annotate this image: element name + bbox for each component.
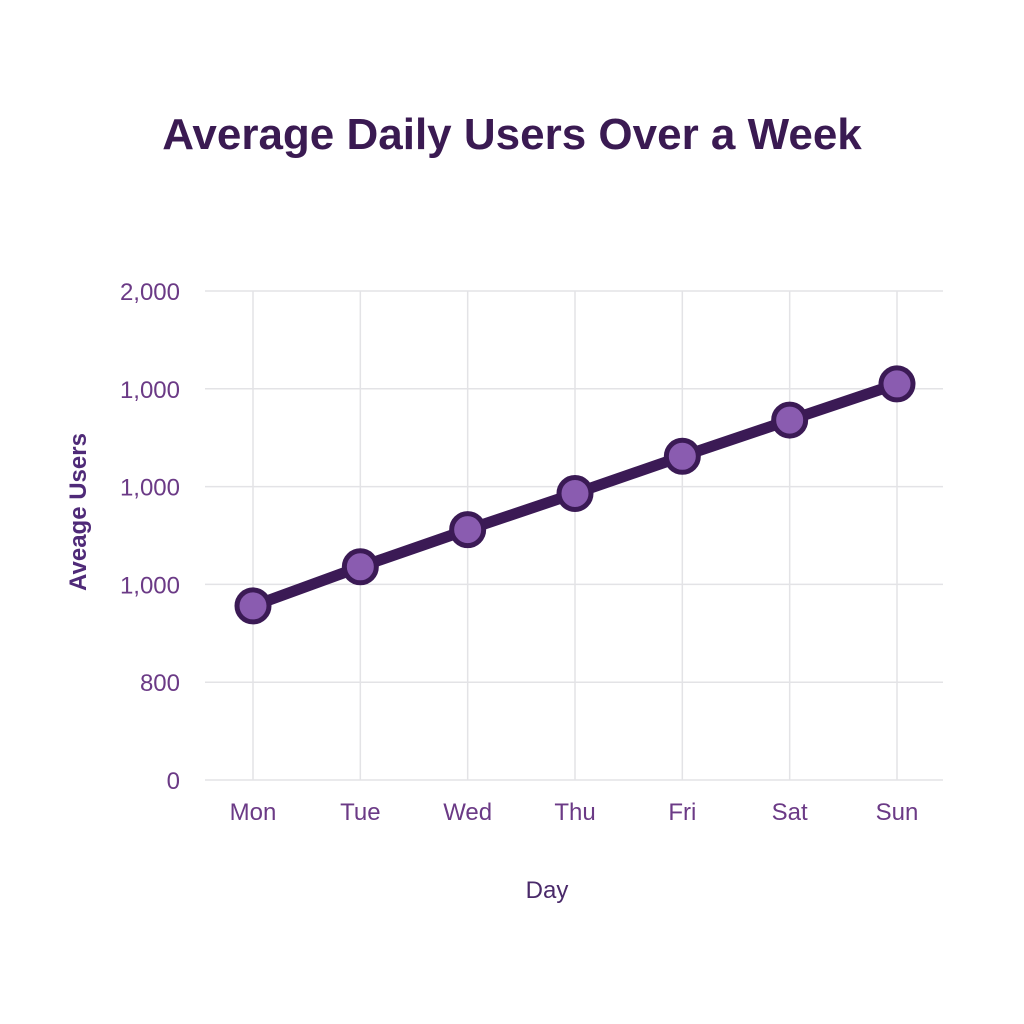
y-axis-label: Aveage Users <box>65 433 92 591</box>
data-point-fri <box>663 437 701 475</box>
x-tick-label: Thu <box>554 799 595 826</box>
y-tick-label: 800 <box>140 670 180 697</box>
y-tick-label: 2,000 <box>120 279 180 306</box>
data-point-mon <box>234 587 272 625</box>
data-point-sat <box>771 401 809 439</box>
x-axis-label: Day <box>526 877 569 904</box>
x-tick-label: Sat <box>772 799 808 826</box>
y-tick-label: 1,000 <box>120 377 180 404</box>
x-tick-label: Fri <box>668 799 696 826</box>
x-tick-label: Tue <box>340 799 380 826</box>
x-tick-label: Mon <box>230 799 277 826</box>
y-tick-label: 0 <box>167 768 180 795</box>
series <box>234 365 916 625</box>
y-tick-label: 1,000 <box>120 475 180 502</box>
data-point-thu <box>556 474 594 512</box>
y-tick-label: 1,000 <box>120 572 180 599</box>
x-tick-label: Sun <box>876 799 919 826</box>
chart-title: Average Daily Users Over a Week <box>162 110 862 159</box>
grid <box>205 290 943 781</box>
x-tick-label: Wed <box>443 799 492 826</box>
x-axis-ticks: Mon Tue Wed Thu Fri Sat Sun <box>230 799 919 826</box>
data-point-wed <box>449 511 487 549</box>
y-axis-ticks: 0 800 1,000 1,000 1,000 2,000 <box>120 279 180 795</box>
data-point-tue <box>341 548 379 586</box>
data-point-sun <box>878 365 916 403</box>
